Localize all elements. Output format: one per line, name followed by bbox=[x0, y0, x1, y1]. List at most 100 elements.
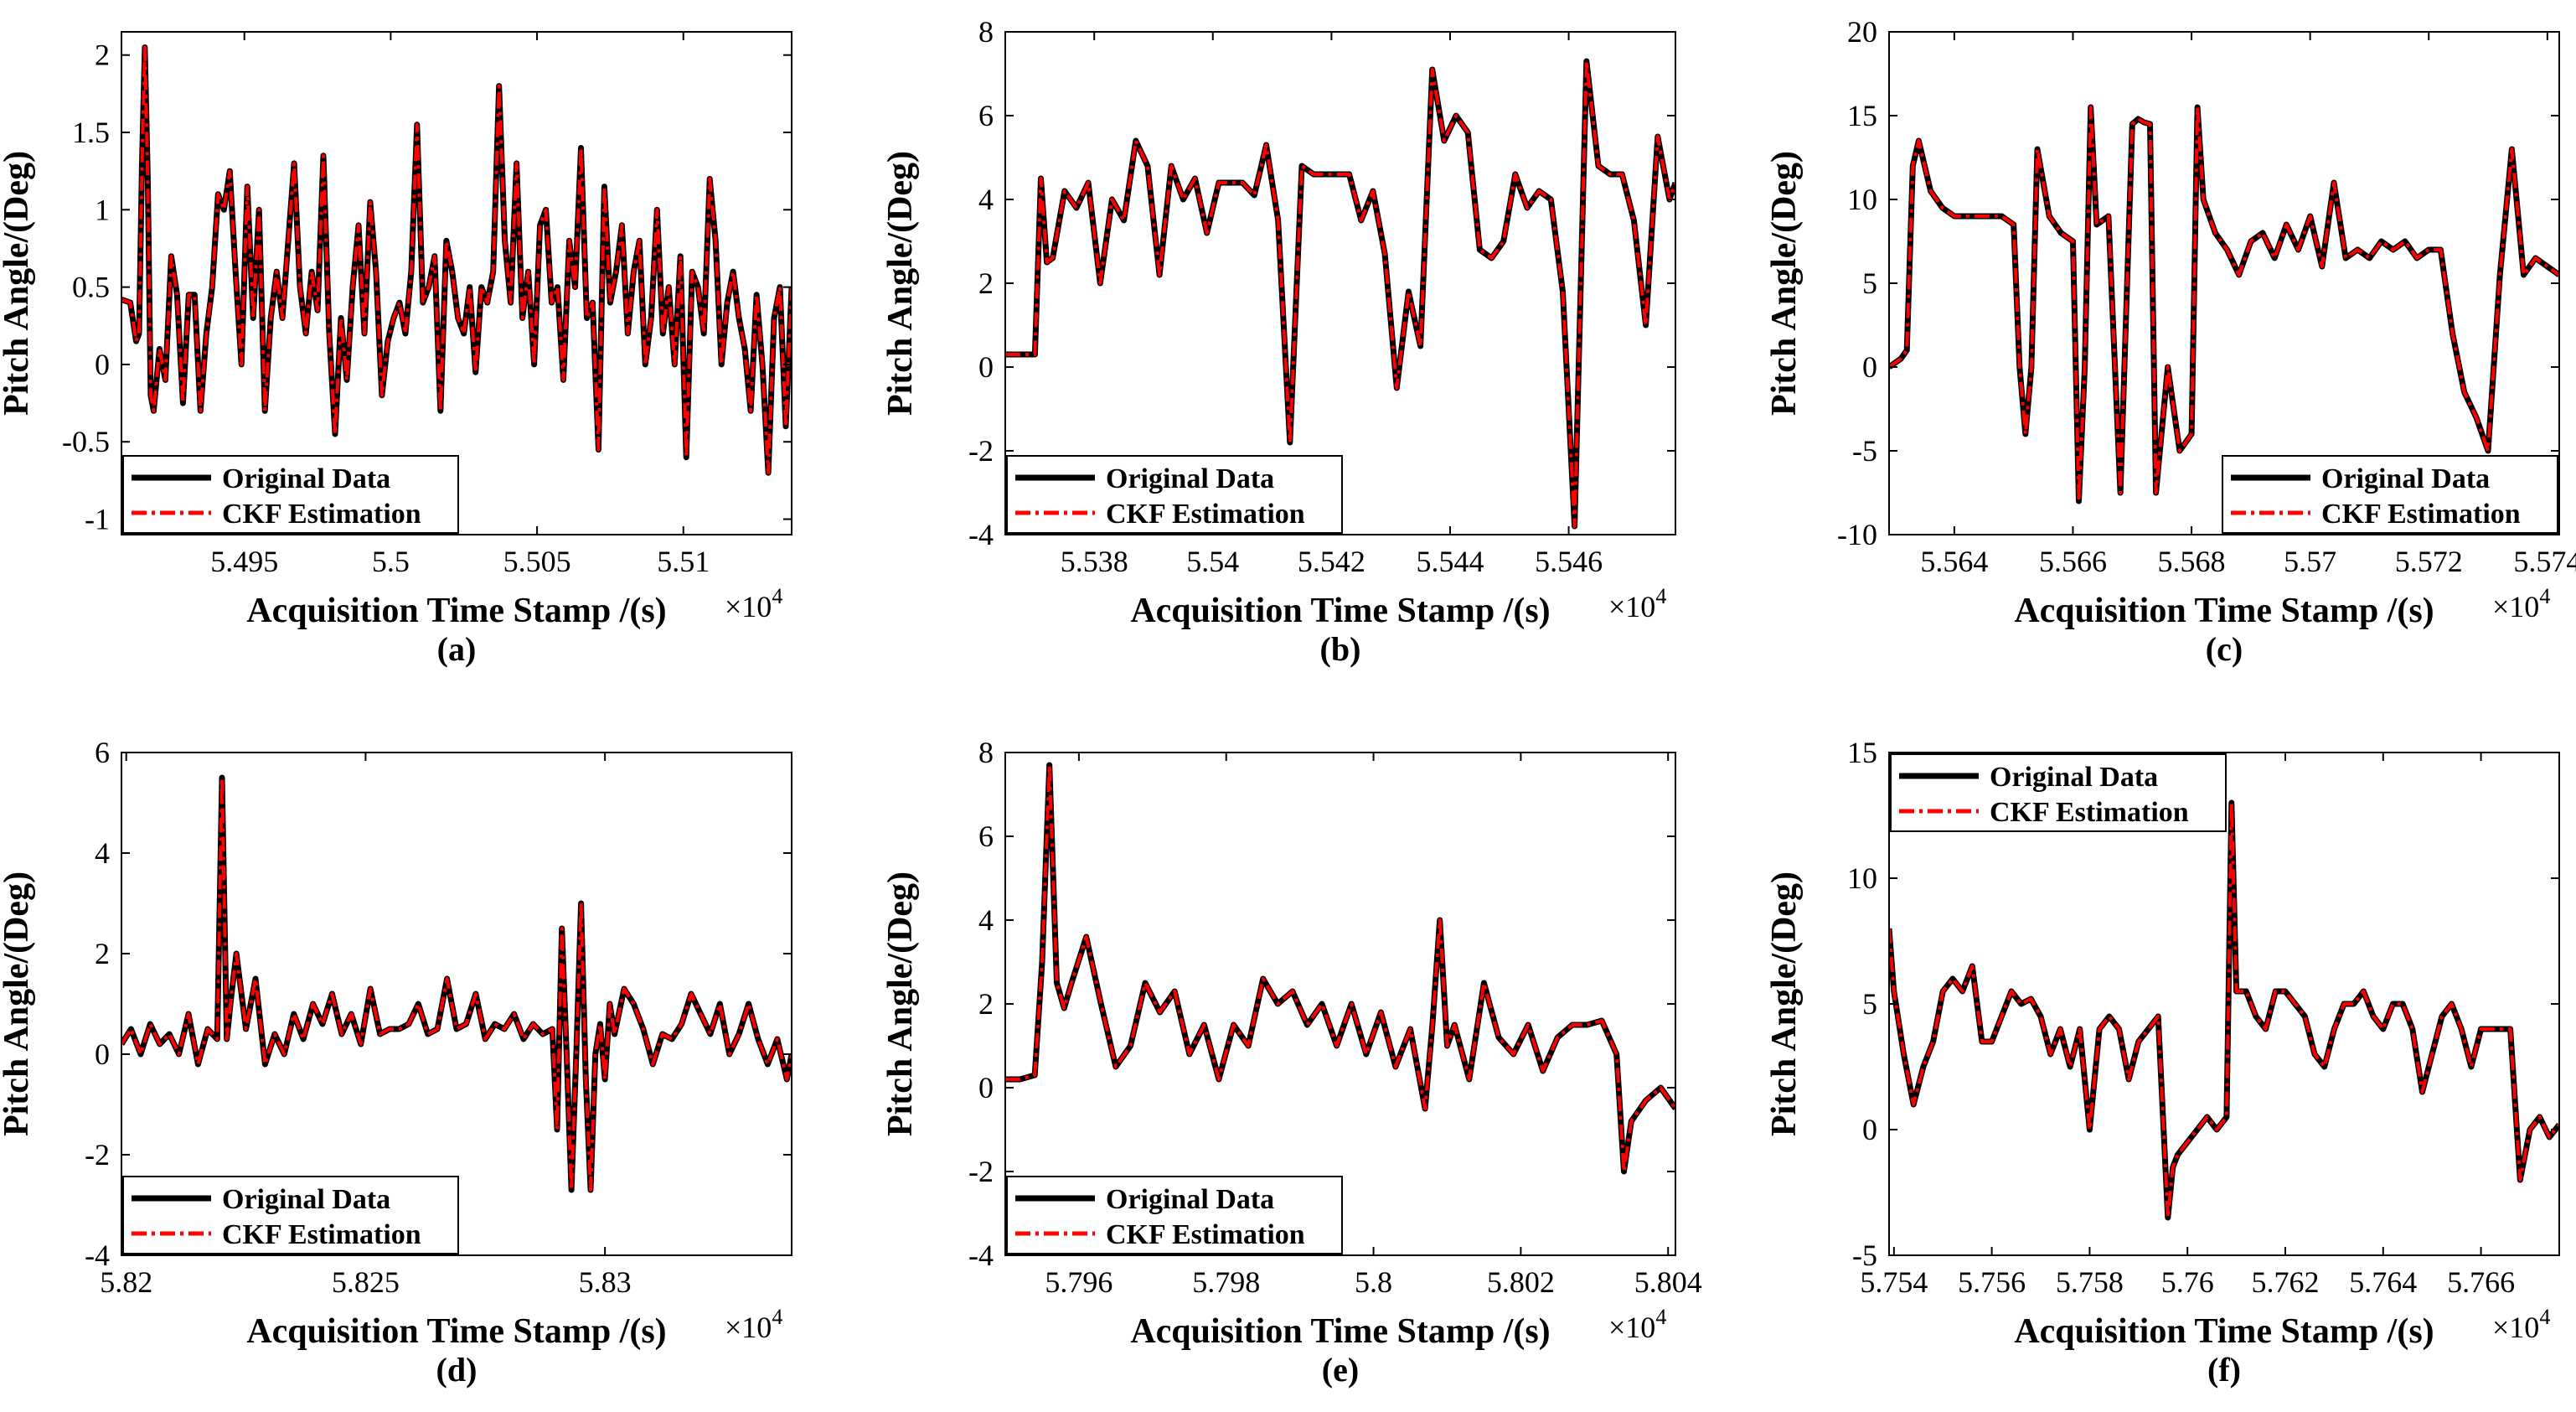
y-tick-label: -4 bbox=[85, 1239, 110, 1272]
series-ckf-estimation-line bbox=[1005, 763, 1675, 1173]
y-axis-label: Pitch Angle/(Deg) bbox=[1765, 872, 1804, 1136]
series-original-data-line bbox=[1889, 104, 2559, 504]
y-tick-label: 10 bbox=[1847, 183, 1877, 216]
x-tick-label: 5.566 bbox=[2039, 545, 2107, 578]
x-axis-multiplier-exponent: 4 bbox=[2539, 584, 2550, 608]
legend-label-ckf: CKF Estimation bbox=[2321, 499, 2521, 530]
series-ckf-estimation-line bbox=[1005, 59, 1675, 528]
y-tick-label: 5 bbox=[1862, 266, 1877, 300]
legend-label-original: Original Data bbox=[1106, 1184, 1274, 1215]
legend: Original Data CKF Estimation bbox=[122, 455, 459, 534]
panel-caption: (b) bbox=[1320, 630, 1361, 668]
y-tick-label: -5 bbox=[1852, 1239, 1877, 1272]
legend-label-ckf: CKF Estimation bbox=[1106, 1219, 1305, 1250]
x-tick-label: 5.762 bbox=[2251, 1265, 2319, 1299]
plot-area-frame bbox=[121, 31, 792, 535]
y-axis-label: Pitch Angle/(Deg) bbox=[0, 151, 36, 416]
y-tick-label: 10 bbox=[1847, 861, 1877, 895]
y-axis-label: Pitch Angle/(Deg) bbox=[1765, 151, 1804, 416]
x-tick-label: 5.802 bbox=[1487, 1265, 1555, 1299]
x-tick-label: 5.798 bbox=[1192, 1265, 1260, 1299]
x-tick-label: 5.764 bbox=[2349, 1265, 2417, 1299]
series-original-data-line bbox=[121, 44, 792, 476]
x-tick-label: 5.83 bbox=[579, 1265, 632, 1299]
y-tick-label: 2 bbox=[95, 937, 110, 970]
legend-box bbox=[1890, 753, 2227, 832]
x-axis-multiplier: ×104 bbox=[2492, 584, 2550, 623]
x-tick-label: 5.572 bbox=[2395, 545, 2463, 578]
x-axis-multiplier-exponent: 4 bbox=[1655, 1305, 1666, 1329]
legend: Original Data CKF Estimation bbox=[1006, 1176, 1343, 1254]
series-ckf-estimation-line bbox=[121, 776, 792, 1192]
x-tick-label: 5.538 bbox=[1061, 545, 1128, 578]
y-tick-label: 1 bbox=[95, 193, 110, 226]
y-tick-label: 2 bbox=[978, 987, 994, 1021]
y-tick-label: 4 bbox=[978, 903, 994, 937]
x-tick-label: 5.564 bbox=[1920, 545, 1988, 578]
x-tick-label: 5.76 bbox=[2161, 1265, 2214, 1299]
y-tick-label: -10 bbox=[1837, 518, 1877, 551]
x-tick-label: 5.758 bbox=[2056, 1265, 2124, 1299]
chart-panel-b: 5.538 5.54 5.542 5.544 5.546 -4 -2 0 2 4 6 8 ×104 Acq… bbox=[881, 15, 1676, 668]
legend-label-ckf: CKF Estimation bbox=[1990, 797, 2189, 828]
y-tick-label: -1 bbox=[85, 503, 110, 536]
legend: Original Data CKF Estimation bbox=[1006, 455, 1343, 534]
y-tick-label: 2 bbox=[978, 266, 994, 300]
series-ckf-estimation-line bbox=[1889, 106, 2559, 503]
x-axis-multiplier: ×104 bbox=[1608, 1305, 1666, 1344]
y-tick-label: -2 bbox=[968, 1155, 994, 1188]
plot-area-frame bbox=[121, 752, 792, 1256]
legend: Original Data CKF Estimation bbox=[1890, 753, 2227, 832]
y-axis-label: Pitch Angle/(Deg) bbox=[0, 872, 36, 1136]
x-tick-label: 5.5 bbox=[372, 545, 410, 578]
y-tick-label: 0 bbox=[1862, 1113, 1877, 1146]
x-tick-label: 5.796 bbox=[1045, 1265, 1112, 1299]
x-tick-label: 5.825 bbox=[332, 1265, 400, 1299]
x-tick-label: 5.546 bbox=[1535, 545, 1603, 578]
x-tick-label: 5.544 bbox=[1416, 545, 1484, 578]
legend-label-ckf: CKF Estimation bbox=[1106, 499, 1305, 530]
y-tick-label: 1.5 bbox=[72, 116, 110, 149]
y-tick-label: 6 bbox=[978, 99, 994, 132]
legend-label-original: Original Data bbox=[222, 1184, 390, 1215]
y-tick-label: -0.5 bbox=[62, 425, 110, 458]
legend-label-original: Original Data bbox=[2321, 463, 2490, 494]
x-tick-label: 5.568 bbox=[2158, 545, 2226, 578]
x-tick-label: 5.574 bbox=[2513, 545, 2576, 578]
panel-caption: (a) bbox=[437, 630, 477, 668]
y-tick-label: 4 bbox=[95, 836, 110, 870]
y-tick-label: 6 bbox=[978, 820, 994, 853]
y-tick-label: 5 bbox=[1862, 987, 1877, 1021]
chart-panel-c: 5.564 5.566 5.568 5.57 5.572 5.574 -10 -5 0 5 10 15… bbox=[1765, 15, 2576, 668]
x-axis-multiplier-exponent: 4 bbox=[1655, 584, 1666, 608]
legend-label-ckf: CKF Estimation bbox=[222, 499, 421, 530]
chart-panel-f: 5.754 5.756 5.758 5.76 5.762 5.764 5.766 -5 0 5 10… bbox=[1765, 736, 2560, 1389]
y-tick-label: -4 bbox=[968, 518, 994, 551]
series-ckf-estimation-line bbox=[121, 45, 792, 475]
x-tick-label: 5.51 bbox=[657, 545, 710, 578]
y-tick-label: 6 bbox=[95, 736, 110, 769]
legend: Original Data CKF Estimation bbox=[122, 1176, 459, 1254]
legend: Original Data CKF Estimation bbox=[2222, 455, 2558, 534]
series-original-data-line bbox=[1889, 799, 2559, 1221]
x-axis-label: Acquisition Time Stamp /(s) bbox=[246, 592, 666, 630]
x-axis-label: Acquisition Time Stamp /(s) bbox=[2014, 592, 2434, 630]
legend-label-original: Original Data bbox=[1990, 762, 2158, 793]
panel-caption: (f) bbox=[2207, 1351, 2241, 1389]
panel-caption: (d) bbox=[436, 1351, 478, 1389]
series-original-data-line bbox=[1005, 762, 1675, 1175]
x-tick-label: 5.495 bbox=[210, 545, 278, 578]
legend-box bbox=[122, 455, 459, 534]
y-tick-label: 8 bbox=[978, 15, 994, 49]
series-ckf-estimation-line bbox=[1889, 801, 2559, 1219]
y-tick-label: 15 bbox=[1847, 736, 1877, 769]
legend-box bbox=[122, 1176, 459, 1254]
x-tick-label: 5.756 bbox=[1958, 1265, 2026, 1299]
y-tick-label: 20 bbox=[1847, 15, 1877, 49]
x-axis-multiplier-exponent: 4 bbox=[772, 1305, 782, 1329]
y-tick-label: 0 bbox=[95, 348, 110, 381]
x-axis-multiplier: ×104 bbox=[1608, 584, 1666, 623]
y-tick-label: 15 bbox=[1847, 99, 1877, 132]
y-axis-label: Pitch Angle/(Deg) bbox=[881, 151, 920, 416]
